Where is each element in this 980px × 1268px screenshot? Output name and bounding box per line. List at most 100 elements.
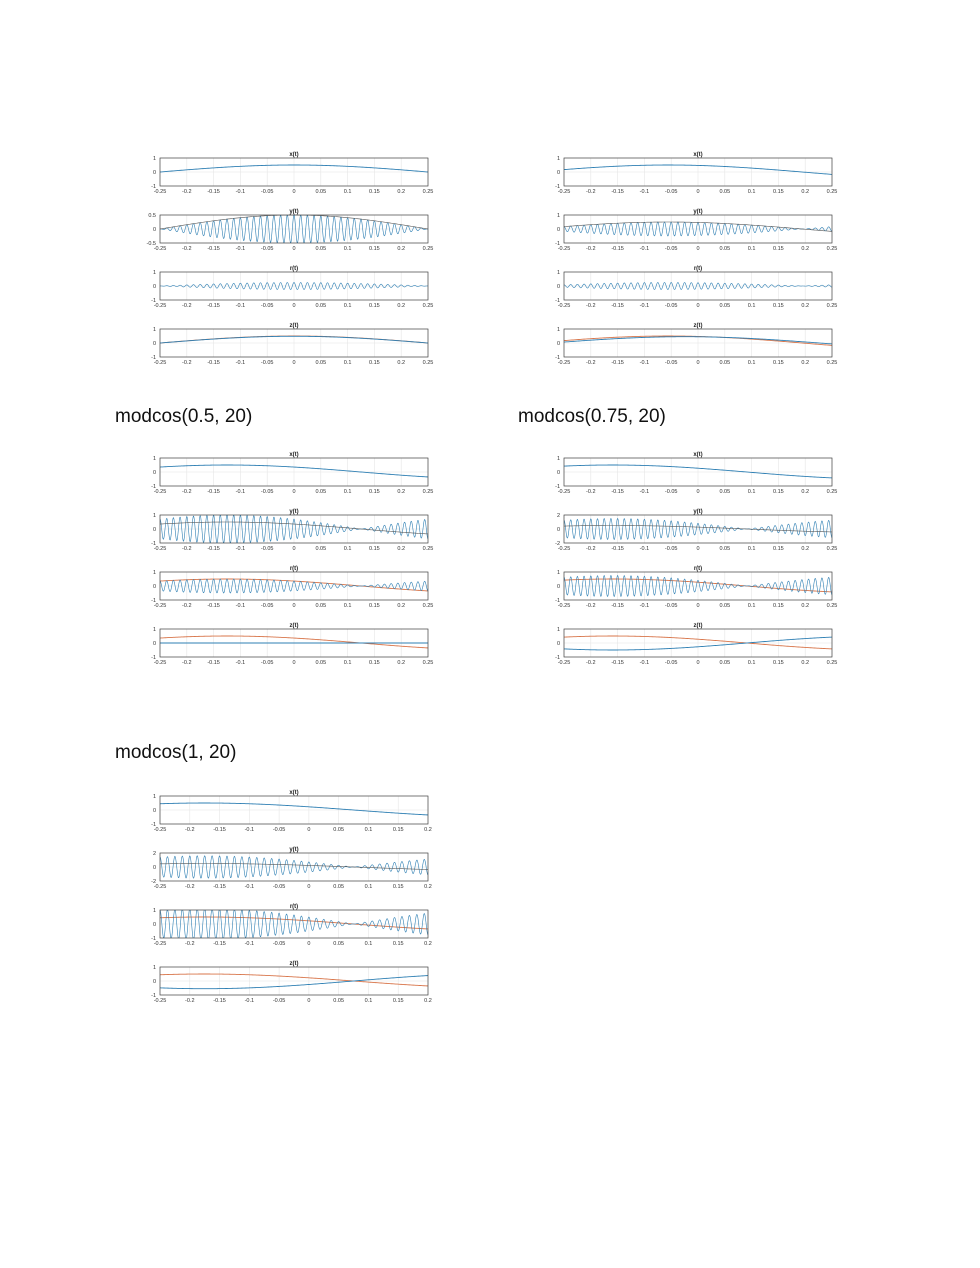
x-tick-label: -0.25: [558, 246, 571, 252]
x-tick-label: 0.2: [397, 360, 405, 366]
y-tick-label: 0: [153, 341, 156, 347]
x-tick-label: 0.05: [719, 189, 730, 195]
series-x: [160, 635, 428, 649]
x-tick-label: -0.25: [154, 603, 167, 609]
y-tick-label: -1: [151, 655, 156, 661]
subplot-yt: y(t) 0.5 0 -0.5-0.25 -0.2 -0.15 -0.1 -0.05 0 0.05…: [147, 209, 434, 252]
y-tick-label: 2: [557, 513, 560, 519]
x-tick-label: -0.05: [261, 189, 274, 195]
x-tick-label: 0.1: [748, 246, 756, 252]
series-x: [564, 578, 832, 593]
x-tick-label: -0.05: [261, 603, 274, 609]
subplot-yt: y(t) 1 0 -1-0.25 -0.2 -0.15 -0.1 -0.05 0 0.05 0.1 0…: [555, 209, 837, 252]
x-tick-label: -0.05: [273, 998, 286, 1004]
x-tick-label: -0.2: [182, 489, 191, 495]
x-tick-label: 0.25: [827, 360, 838, 366]
series-x: [160, 464, 428, 478]
x-tick-label: 0.25: [423, 603, 434, 609]
x-tick-label: -0.05: [261, 360, 274, 366]
x-tick-label: 0.2: [424, 884, 432, 890]
y-tick-label: -1: [151, 822, 156, 828]
x-tick-label: 0.1: [748, 489, 756, 495]
x-tick-label: -0.15: [611, 546, 624, 552]
subplot-xt: x(t) 1 0 -1-0.25 -0.2 -0.15 -0.1 -0.05 0 0.05 0.1 0…: [151, 790, 432, 833]
y-tick-label: 1: [153, 794, 156, 800]
y-tick-label: 0: [153, 641, 156, 647]
x-tick-label: -0.15: [213, 998, 226, 1004]
subplot-title: r(t): [694, 566, 702, 572]
axes-box: [159, 795, 429, 825]
x-tick-label: 0.25: [423, 546, 434, 552]
x-tick-label: 0.15: [773, 303, 784, 309]
x-tick-label: -0.05: [665, 603, 678, 609]
y-tick-label: 1: [557, 156, 560, 162]
x-tick-label: -0.1: [245, 941, 254, 947]
x-tick-label: 0.2: [801, 303, 809, 309]
axes-box: [563, 628, 833, 658]
y-tick-label: 0: [557, 527, 560, 533]
y-tick-label: 1: [153, 965, 156, 971]
x-tick-label: -0.2: [185, 998, 194, 1004]
subplot-title: r(t): [290, 566, 298, 572]
x-tick-label: -0.15: [611, 303, 624, 309]
series-envelope: [160, 215, 428, 230]
x-tick-label: -0.05: [665, 360, 678, 366]
y-tick-label: 0: [153, 865, 156, 871]
subplot-zt: z(t) 1 0 -1-0.25 -0.2 -0.15 -0.1 -0.05 0 0.05 0.1 0…: [151, 623, 433, 666]
subplot-yt: y(t) 2 0 -2-0.25 -0.2 -0.15 -0.1 -0.05 0 0.05 0.1 0…: [151, 847, 432, 890]
x-tick-label: 0.15: [773, 546, 784, 552]
y-tick-label: 1: [557, 270, 560, 276]
x-tick-label: -0.15: [611, 189, 624, 195]
x-tick-label: -0.2: [182, 360, 191, 366]
y-tick-label: -1: [151, 355, 156, 361]
x-tick-label: 0.2: [397, 660, 405, 666]
x-tick-label: 0.2: [424, 941, 432, 947]
series-envelope: [160, 521, 428, 535]
x-tick-label: 0.15: [773, 660, 784, 666]
x-tick-label: 0.05: [333, 827, 344, 833]
subplot-title: r(t): [290, 266, 298, 272]
subplot-title: z(t): [694, 623, 703, 629]
x-tick-label: -0.15: [611, 660, 624, 666]
x-tick-label: 0.25: [827, 246, 838, 252]
x-tick-label: 0.15: [393, 941, 404, 947]
x-tick-label: -0.05: [273, 941, 286, 947]
x-tick-label: -0.2: [182, 603, 191, 609]
x-tick-label: -0.05: [665, 303, 678, 309]
subplot-xt: x(t) 1 0 -1-0.25 -0.2 -0.15 -0.1 -0.05 0 0.05 0.1 0…: [555, 452, 837, 495]
y-tick-label: 1: [153, 327, 156, 333]
x-tick-label: 0.2: [397, 546, 405, 552]
x-tick-label: 0.1: [344, 303, 352, 309]
series-r: [160, 910, 428, 938]
x-tick-label: -0.2: [586, 246, 595, 252]
series-y: [160, 515, 428, 543]
series-x: [564, 164, 832, 175]
axes-box: [563, 214, 833, 244]
x-tick-label: 0.25: [423, 660, 434, 666]
x-tick-label: -0.15: [207, 189, 220, 195]
series-x: [160, 916, 428, 930]
y-tick-label: 0: [557, 341, 560, 347]
x-tick-label: -0.2: [586, 360, 595, 366]
x-tick-label: 0.1: [365, 884, 373, 890]
x-tick-label: -0.05: [261, 660, 274, 666]
x-tick-label: -0.15: [207, 546, 220, 552]
x-tick-label: -0.05: [261, 489, 274, 495]
x-tick-label: -0.1: [236, 489, 245, 495]
subplot-xt: x(t) 1 0 -1-0.25 -0.2 -0.15 -0.1 -0.05 0 0.05 0.1 0…: [151, 452, 433, 495]
subplot-title: x(t): [693, 152, 702, 158]
x-tick-label: -0.05: [665, 489, 678, 495]
y-tick-label: -1: [151, 993, 156, 999]
x-tick-label: 0.15: [369, 246, 380, 252]
x-tick-label: -0.05: [273, 827, 286, 833]
subplot-title: z(t): [290, 623, 299, 629]
x-tick-label: -0.05: [261, 546, 274, 552]
axes-box: [563, 571, 833, 601]
caption-modcos-0-75: modcos(0.75, 20): [518, 406, 666, 427]
x-tick-label: 0.15: [773, 603, 784, 609]
subplot-zt: z(t) 1 0 -1-0.25 -0.2 -0.15 -0.1 -0.05 0 0.05 0.1 0…: [555, 623, 837, 666]
x-tick-label: 0: [292, 360, 295, 366]
x-tick-label: 0.2: [397, 489, 405, 495]
x-tick-label: -0.2: [185, 827, 194, 833]
